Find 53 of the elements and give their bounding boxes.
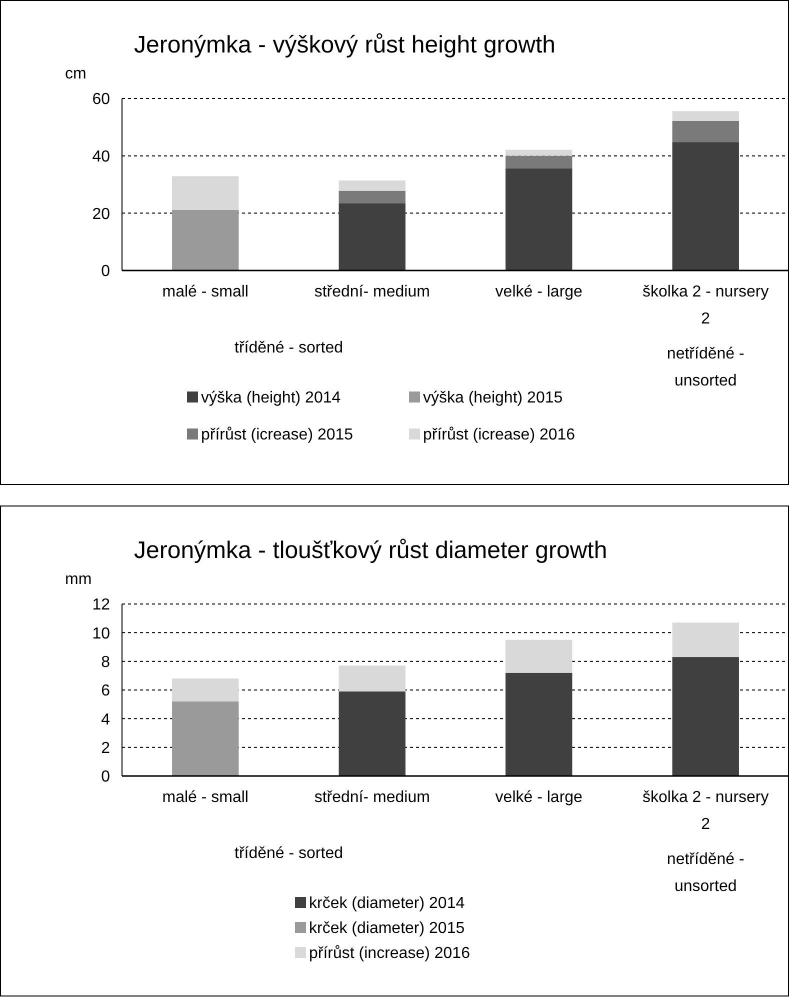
bar bbox=[172, 701, 239, 776]
y-axis-title: mm bbox=[65, 571, 92, 588]
y-tick-label: 0 bbox=[101, 768, 110, 786]
bar bbox=[672, 111, 739, 121]
chart-title: Jeronýmka - výškový růst height growth bbox=[134, 32, 556, 58]
legend-label: výška (height) 2014 bbox=[201, 390, 341, 406]
x-tick-label: velké - large bbox=[495, 789, 583, 806]
y-tick-label: 60 bbox=[92, 91, 110, 108]
bar bbox=[506, 168, 572, 270]
y-tick-label: 4 bbox=[101, 711, 110, 728]
bar bbox=[338, 691, 406, 776]
text: netříděné - unsorted bbox=[666, 346, 744, 390]
text: tříděné - sorted bbox=[234, 845, 343, 862]
x-tick-label: střední- medium bbox=[314, 284, 430, 300]
bar bbox=[172, 176, 239, 210]
y-tick-label: 20 bbox=[92, 206, 110, 223]
bar bbox=[172, 678, 239, 702]
legend-label: přírůst (increase) 2016 bbox=[309, 945, 470, 962]
bar bbox=[172, 210, 239, 270]
bar bbox=[506, 640, 572, 673]
bar bbox=[672, 142, 739, 270]
y-tick-label: 10 bbox=[92, 625, 110, 642]
legend-label: krček (diameter) 2015 bbox=[309, 920, 465, 937]
legend-label: výška (height) 2015 bbox=[423, 390, 563, 406]
bar bbox=[506, 156, 572, 168]
legend-label: krček (diameter) 2014 bbox=[309, 895, 465, 912]
y-tick-label: 40 bbox=[92, 148, 110, 166]
y-tick-label: 6 bbox=[101, 682, 110, 700]
bar bbox=[672, 622, 739, 658]
y-tick-label: 12 bbox=[92, 596, 110, 614]
y-tick-label: 8 bbox=[101, 654, 110, 671]
bar bbox=[338, 190, 406, 204]
y-axis-title: cm bbox=[65, 66, 86, 82]
legend-label: přírůst (icrease) 2016 bbox=[423, 426, 576, 444]
bar bbox=[338, 203, 406, 270]
x-tick-label: malé - small bbox=[162, 789, 248, 806]
bar bbox=[672, 657, 739, 776]
text: tříděné - sorted bbox=[234, 340, 343, 356]
bar bbox=[338, 180, 406, 191]
x-tick-label: velké - large bbox=[495, 284, 583, 300]
x-tick-label: malé - small bbox=[162, 284, 248, 300]
bar bbox=[506, 672, 572, 776]
bar bbox=[672, 120, 739, 142]
y-tick-label: 2 bbox=[101, 740, 110, 757]
text: netříděné - unsorted bbox=[666, 851, 744, 895]
chart-title: Jeronýmka - tloušťkový růst diameter growth bbox=[134, 537, 608, 564]
bar bbox=[506, 150, 572, 156]
x-tick-label: školka 2 - nursery 2 bbox=[642, 789, 769, 833]
legend-label: přírůst (icrease) 2015 bbox=[201, 426, 354, 444]
x-tick-label: školka 2 - nursery 2 bbox=[642, 284, 769, 328]
bar bbox=[338, 666, 406, 692]
y-tick-label: 0 bbox=[101, 263, 110, 280]
x-tick-label: střední- medium bbox=[314, 789, 430, 806]
